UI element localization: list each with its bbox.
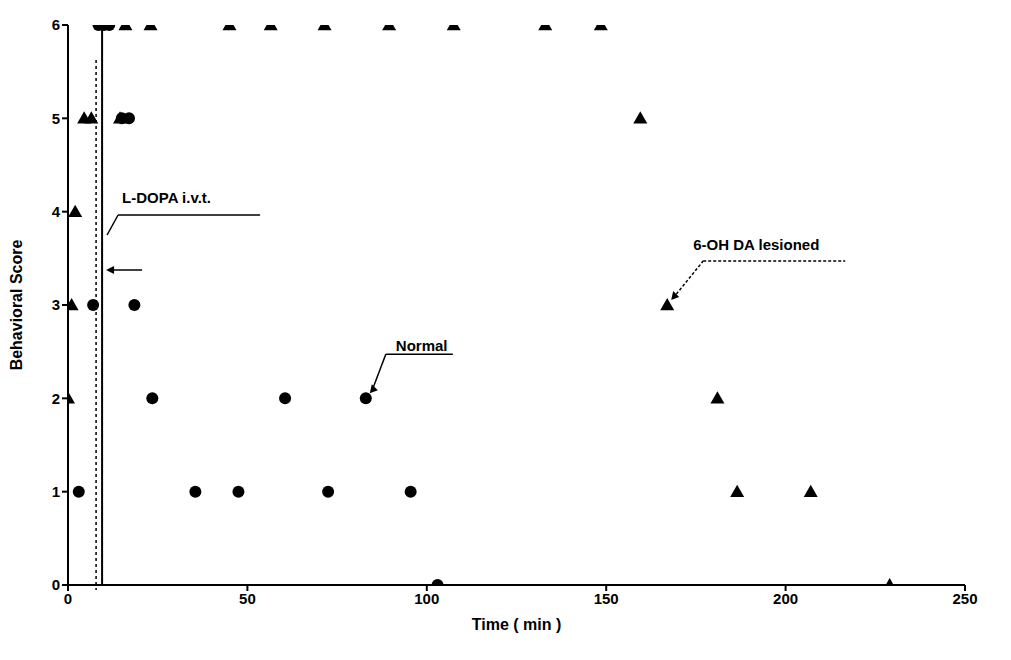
svg-text:3: 3 [52, 296, 60, 313]
svg-text:5: 5 [52, 110, 60, 127]
svg-text:200: 200 [773, 590, 798, 607]
svg-text:Normal: Normal [396, 337, 448, 354]
svg-text:0: 0 [52, 576, 60, 593]
svg-text:0: 0 [64, 590, 72, 607]
svg-text:1: 1 [52, 483, 60, 500]
svg-text:150: 150 [594, 590, 619, 607]
svg-text:4: 4 [52, 203, 61, 220]
svg-text:50: 50 [239, 590, 256, 607]
svg-text:2: 2 [52, 390, 60, 407]
svg-text:100: 100 [414, 590, 439, 607]
svg-text:L-DOPA i.v.t.: L-DOPA i.v.t. [122, 189, 211, 206]
svg-text:6: 6 [52, 16, 60, 33]
svg-text:6-OH DA lesioned: 6-OH DA lesioned [693, 236, 819, 253]
svg-text:Behavioral Score: Behavioral Score [8, 240, 25, 371]
svg-text:250: 250 [952, 590, 977, 607]
svg-text:Time ( min ): Time ( min ) [472, 616, 562, 633]
